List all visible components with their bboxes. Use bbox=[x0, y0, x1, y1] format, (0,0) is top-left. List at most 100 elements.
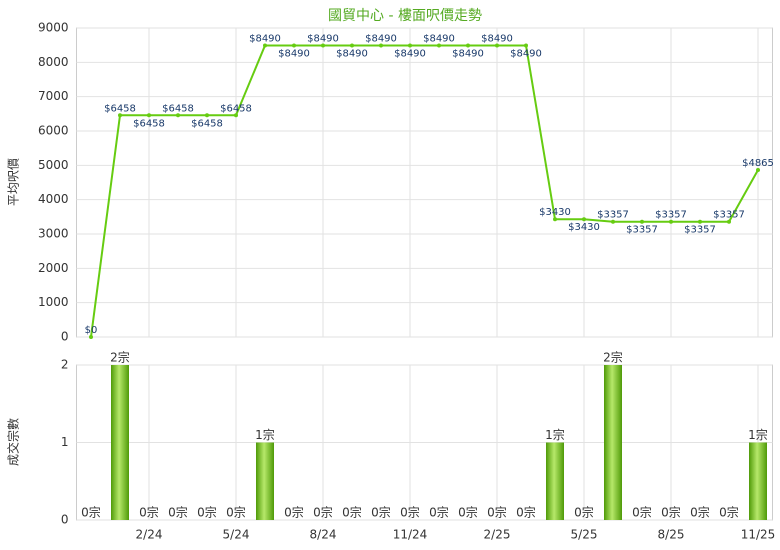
value-label: 0宗 bbox=[284, 505, 304, 520]
y-tick-label: 7000 bbox=[38, 89, 69, 103]
chart-title: 國貿中心 - 樓面呎價走勢 bbox=[328, 7, 482, 24]
price-line bbox=[90, 44, 759, 338]
value-label: $8490 bbox=[452, 49, 484, 60]
y-tick-label: 0 bbox=[61, 330, 69, 344]
value-label: 0宗 bbox=[574, 505, 594, 520]
point bbox=[408, 43, 412, 48]
bar bbox=[256, 442, 274, 520]
y-axis-label: 成交宗數 bbox=[6, 418, 21, 466]
point bbox=[553, 217, 557, 222]
value-label: $8490 bbox=[394, 49, 426, 60]
point bbox=[727, 219, 731, 224]
value-label: $0 bbox=[85, 325, 98, 336]
value-label: 0宗 bbox=[429, 505, 449, 520]
value-label: 0宗 bbox=[719, 505, 739, 520]
x-tick-label: 11/24 bbox=[393, 528, 428, 542]
value-label: $8490 bbox=[249, 34, 281, 45]
value-label: 0宗 bbox=[168, 505, 188, 520]
value-label: $6458 bbox=[220, 103, 252, 114]
point bbox=[756, 167, 760, 172]
value-label: $8490 bbox=[481, 34, 513, 45]
point bbox=[495, 43, 499, 48]
point bbox=[89, 335, 93, 339]
value-label: $6458 bbox=[104, 103, 136, 114]
value-label: $8490 bbox=[510, 49, 542, 60]
point bbox=[350, 43, 354, 48]
y-tick-label: 5000 bbox=[38, 158, 69, 172]
point bbox=[205, 113, 209, 118]
value-label: 0宗 bbox=[371, 505, 391, 520]
value-label: 0宗 bbox=[690, 505, 710, 520]
y-tick-label: 9000 bbox=[38, 21, 69, 35]
y-tick-label: 2 bbox=[61, 358, 69, 372]
point bbox=[118, 113, 122, 118]
point bbox=[379, 43, 383, 48]
value-label: $3430 bbox=[539, 207, 571, 218]
point bbox=[640, 219, 644, 224]
value-label: 2宗 bbox=[603, 350, 623, 365]
point bbox=[147, 113, 151, 118]
value-label: $3357 bbox=[713, 210, 745, 221]
value-label: 1宗 bbox=[748, 427, 768, 442]
point bbox=[437, 43, 441, 48]
value-label: $8490 bbox=[423, 34, 455, 45]
value-label: 0宗 bbox=[516, 505, 536, 520]
plot-area bbox=[76, 27, 773, 338]
value-label: $8490 bbox=[336, 49, 368, 60]
value-label: $4865 bbox=[742, 158, 774, 169]
bar bbox=[604, 365, 622, 520]
value-label: 0宗 bbox=[342, 505, 362, 520]
y-tick-label: 8000 bbox=[38, 55, 69, 69]
value-label: 0宗 bbox=[313, 505, 333, 520]
x-tick-label: 8/24 bbox=[310, 528, 337, 542]
x-tick-label: 2/24 bbox=[136, 528, 163, 542]
y-tick-label: 0 bbox=[61, 513, 69, 527]
bar bbox=[749, 442, 767, 520]
point bbox=[466, 43, 470, 48]
value-label: 0宗 bbox=[197, 505, 217, 520]
x-tick-label: 2/25 bbox=[484, 528, 511, 542]
bar bbox=[546, 442, 564, 520]
point bbox=[698, 219, 702, 224]
value-label: 0宗 bbox=[226, 505, 246, 520]
point bbox=[582, 217, 586, 222]
y-tick-label: 1 bbox=[61, 435, 69, 449]
value-label: 2宗 bbox=[110, 350, 130, 365]
value-label: $8490 bbox=[278, 49, 310, 60]
value-label: 1宗 bbox=[255, 427, 275, 442]
value-label: $3357 bbox=[597, 210, 629, 221]
y-axis-label: 平均呎價 bbox=[7, 158, 21, 206]
point bbox=[263, 43, 267, 48]
value-label: $3357 bbox=[626, 225, 658, 236]
point bbox=[611, 219, 615, 224]
point bbox=[176, 113, 180, 118]
value-label: $6458 bbox=[162, 103, 194, 114]
x-tick-label: 5/25 bbox=[571, 528, 598, 542]
bar bbox=[111, 365, 129, 520]
value-label: 0宗 bbox=[81, 505, 101, 520]
value-label: 0宗 bbox=[458, 505, 478, 520]
point bbox=[524, 43, 528, 48]
value-label: $6458 bbox=[191, 118, 223, 129]
point bbox=[292, 43, 296, 48]
value-label: $3357 bbox=[655, 210, 687, 221]
value-label: 0宗 bbox=[400, 505, 420, 520]
value-label: 0宗 bbox=[139, 505, 159, 520]
value-label: $3430 bbox=[568, 222, 600, 233]
y-tick-label: 1000 bbox=[38, 295, 69, 309]
value-label: $8490 bbox=[307, 34, 339, 45]
point bbox=[234, 113, 238, 118]
x-tick-label: 11/25 bbox=[741, 528, 776, 542]
point bbox=[669, 219, 673, 224]
x-tick-label: 8/25 bbox=[658, 528, 685, 542]
y-tick-label: 2000 bbox=[38, 261, 69, 275]
value-label: $8490 bbox=[365, 34, 397, 45]
value-label: $6458 bbox=[133, 118, 165, 129]
value-label: 0宗 bbox=[661, 505, 681, 520]
value-label: 0宗 bbox=[632, 505, 652, 520]
value-label: $3357 bbox=[684, 225, 716, 236]
x-tick-label: 5/24 bbox=[223, 528, 250, 542]
value-label: 1宗 bbox=[545, 427, 565, 442]
value-label: 0宗 bbox=[487, 505, 507, 520]
